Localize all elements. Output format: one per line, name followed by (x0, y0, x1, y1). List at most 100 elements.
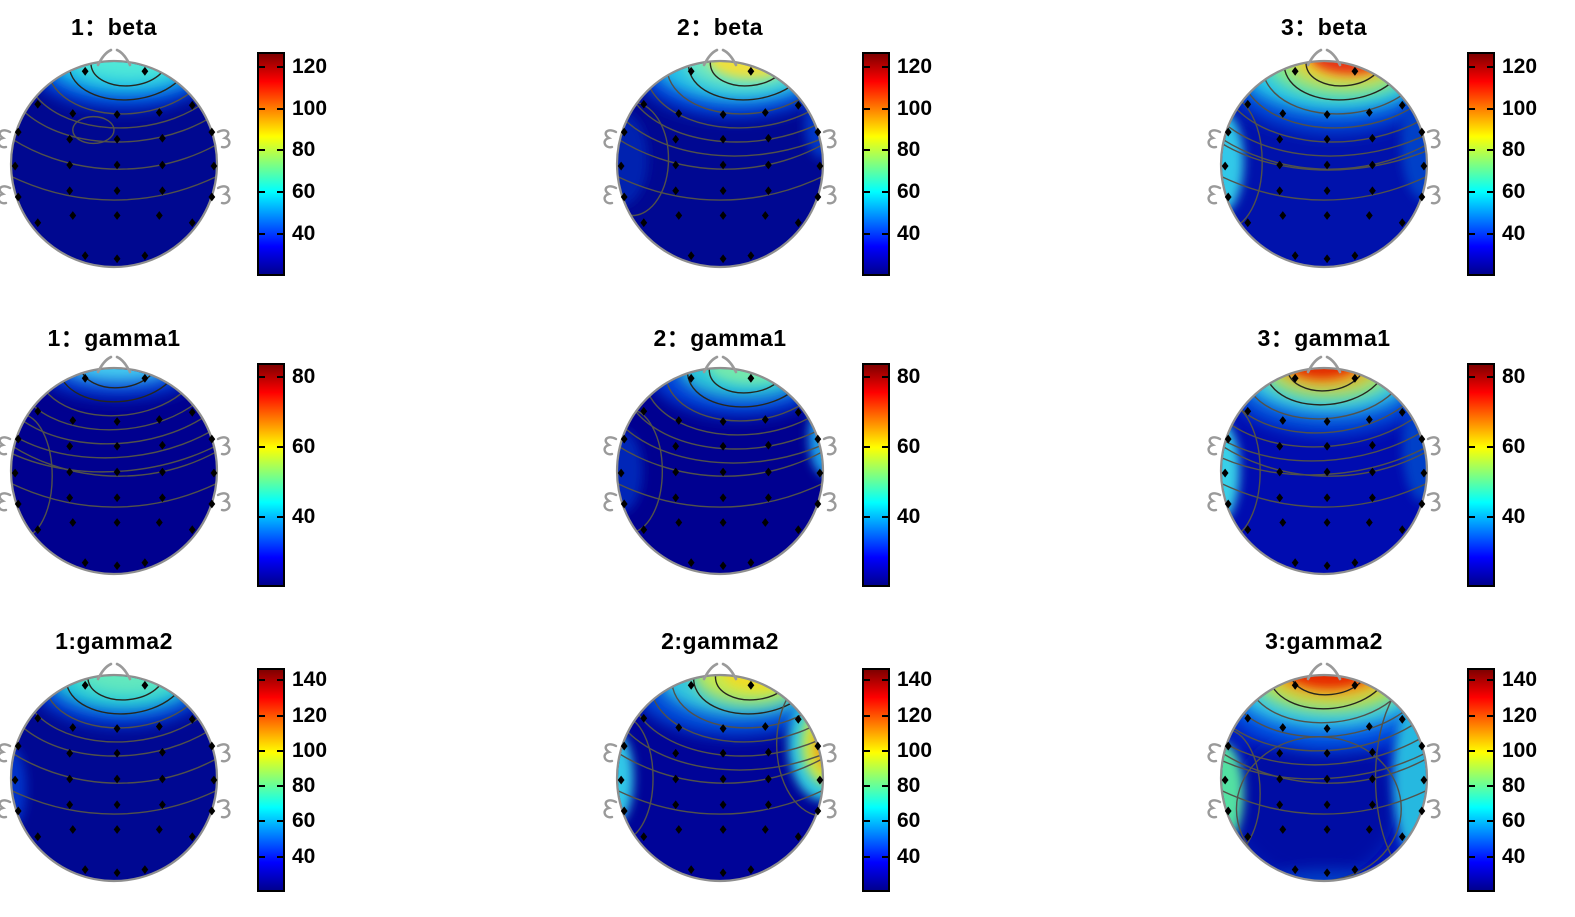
electrode-marker (66, 493, 74, 503)
electrode-marker (1224, 192, 1232, 202)
electrode-marker (208, 127, 216, 137)
ear-marker (603, 743, 618, 763)
colorbar-gradient (257, 668, 285, 892)
topomap-head (0, 662, 231, 883)
electrode-marker (1276, 800, 1284, 810)
colorbar-tick-right (882, 714, 888, 717)
nose-marker (96, 662, 132, 681)
electrode-marker (675, 723, 683, 732)
colorbar-tick-left (1469, 714, 1475, 717)
colorbar-tick-label: 60 (897, 809, 921, 833)
contour-ring (12, 369, 216, 473)
colorbar-tick-left (864, 233, 870, 236)
colorbar-tick-left (864, 376, 870, 378)
contour-ring (1222, 369, 1426, 476)
ear-marker (1426, 492, 1441, 512)
colorbar-tick-left (1469, 191, 1475, 194)
topomap-head (603, 662, 837, 883)
nose-marker (702, 662, 738, 681)
ear-marker (822, 436, 837, 456)
electrode-marker (69, 825, 77, 834)
electrode-marker (188, 714, 196, 724)
scalp-base (617, 368, 823, 574)
contour-mid (618, 62, 822, 170)
ear-marker (216, 129, 231, 149)
electrode-marker (765, 186, 772, 196)
electrode-marker (747, 558, 755, 568)
electrode-marker (113, 441, 121, 451)
colorbar-tick-right (1487, 233, 1493, 236)
head-outline (1219, 366, 1429, 576)
electrode-marker (159, 774, 166, 784)
panel-title: 3：gamma1 (1257, 325, 1391, 351)
contour-ring (708, 369, 788, 394)
electrode-marker (113, 748, 121, 758)
electrode-marker (1398, 832, 1406, 842)
electrode-marker (34, 218, 42, 228)
field-blob (36, 369, 202, 399)
head-outline (1219, 673, 1429, 883)
electrode-marker (34, 525, 42, 535)
colorbar-tick-label: 80 (897, 365, 921, 388)
colorbar-tick-label: 40 (292, 505, 316, 528)
field-blob (1222, 741, 1244, 845)
electrode-marker (672, 467, 680, 477)
electrode-marker (747, 865, 755, 875)
colorbar-tick-left (1469, 446, 1475, 448)
electrode-marker (814, 192, 822, 202)
electrode-marker (794, 218, 802, 228)
electrode-marker (34, 832, 42, 842)
head-outline (9, 673, 219, 883)
ear-marker (1207, 799, 1222, 819)
colorbar-tick-right (1487, 714, 1493, 717)
ear-marker (603, 436, 618, 456)
colorbar-tick-label: 60 (1502, 180, 1526, 204)
electrode-marker (155, 722, 163, 731)
contour-mid (12, 676, 216, 815)
contour-ring (1222, 62, 1426, 157)
colorbar-tick-right (1487, 65, 1493, 68)
colorbar-tick-left (259, 233, 265, 236)
nose-marker (96, 355, 132, 374)
colorbar-tick-label: 60 (292, 180, 316, 204)
electrode-marker (761, 108, 769, 117)
electrode-layer (617, 373, 824, 571)
field-blob (1284, 369, 1360, 379)
colorbar-tick-right (882, 376, 888, 378)
colorbar: 40 60 80 100 120 140 (862, 668, 962, 892)
electrode-marker (687, 865, 695, 875)
electrode-marker (159, 800, 166, 810)
head-outline (9, 366, 219, 576)
colorbar-gradient (862, 52, 890, 276)
colorbar-tick-left (259, 446, 265, 448)
colorbar-gradient (1467, 668, 1495, 892)
electrode-marker (675, 109, 683, 118)
contour-ring (1222, 676, 1426, 752)
electrode-marker (761, 415, 769, 424)
nose-marker (96, 48, 132, 67)
electrode-marker (81, 680, 89, 690)
colorbar-tick-right (1487, 446, 1493, 448)
ear-marker (216, 743, 231, 763)
electrode-marker (141, 558, 149, 568)
electrode-marker (794, 407, 802, 417)
electrode-marker (11, 775, 19, 785)
electrode-marker (640, 525, 648, 535)
electrode-marker (814, 127, 822, 137)
colorbar-tick-left (864, 679, 870, 682)
ear-marker (603, 799, 618, 819)
colorbar-tick-left (864, 855, 870, 858)
colorbar-tick-left (864, 107, 870, 110)
electrode-marker (719, 748, 727, 758)
colorbar-tick-left (1469, 785, 1475, 788)
contour-ring (79, 369, 159, 389)
electrode-marker (208, 806, 216, 816)
electrode-marker (794, 100, 802, 110)
colorbar-gradient (1467, 363, 1495, 587)
colorbar-tick-right (882, 149, 888, 152)
ear-marker (0, 129, 12, 149)
electrode-marker (719, 160, 727, 170)
contour-mid (618, 676, 822, 815)
panel-title: 2：gamma1 (653, 325, 787, 351)
ear-marker (0, 185, 12, 205)
